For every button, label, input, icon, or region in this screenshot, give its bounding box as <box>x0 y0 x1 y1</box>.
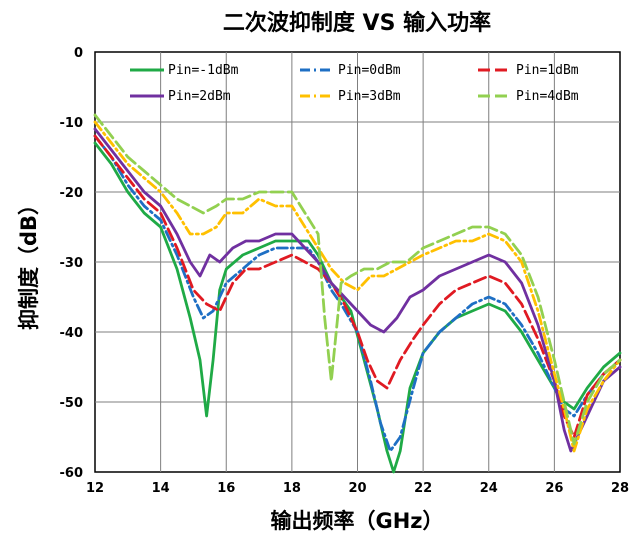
legend-label-0: Pin=-1dBm <box>168 63 239 78</box>
series-line-2 <box>93 134 622 439</box>
legend-label-4: Pin=3dBm <box>338 89 401 104</box>
legend-label-3: Pin=2dBm <box>168 89 231 104</box>
series-line-4 <box>93 120 622 453</box>
x-tick-label: 24 <box>480 481 498 496</box>
x-tick-label: 20 <box>348 481 366 496</box>
legend-label-2: Pin=1dBm <box>516 63 579 78</box>
y-tick-label: -30 <box>60 256 84 271</box>
x-tick-labels: 12 14 16 18 20 22 24 26 28 <box>86 481 629 496</box>
series-layer <box>93 113 622 474</box>
series-line-1 <box>93 134 622 453</box>
legend: Pin=-1dBm Pin=0dBm Pin=1dBm Pin=2dBm Pin=3dB… <box>130 63 579 104</box>
series-line-0 <box>93 141 622 474</box>
y-tick-label: -10 <box>60 116 84 131</box>
x-axis-title: 输出频率（GHz） <box>270 509 443 533</box>
x-tick-label: 26 <box>545 481 563 496</box>
y-tick-label: -60 <box>60 466 84 481</box>
x-tick-label: 18 <box>283 481 301 496</box>
x-tick-label: 12 <box>86 481 104 496</box>
y-axis-title: 抑制度（dB） <box>17 194 41 330</box>
y-tick-label: -50 <box>60 396 84 411</box>
chart-title: 二次波抑制度 VS 输入功率 <box>223 10 491 36</box>
x-tick-label: 16 <box>217 481 235 496</box>
legend-label-5: Pin=4dBm <box>516 89 579 104</box>
series-line-3 <box>93 127 622 453</box>
legend-label-1: Pin=0dBm <box>338 63 401 78</box>
y-tick-labels: 0 -10 -20 -30 -40 -50 -60 <box>60 46 84 481</box>
x-tick-label: 14 <box>152 481 170 496</box>
y-tick-label: -20 <box>60 186 84 201</box>
y-tick-label: 0 <box>74 46 83 61</box>
y-tick-label: -40 <box>60 326 84 341</box>
series-line-5 <box>93 113 622 446</box>
x-tick-label: 28 <box>611 481 629 496</box>
grid <box>95 52 620 472</box>
x-tick-label: 22 <box>414 481 432 496</box>
